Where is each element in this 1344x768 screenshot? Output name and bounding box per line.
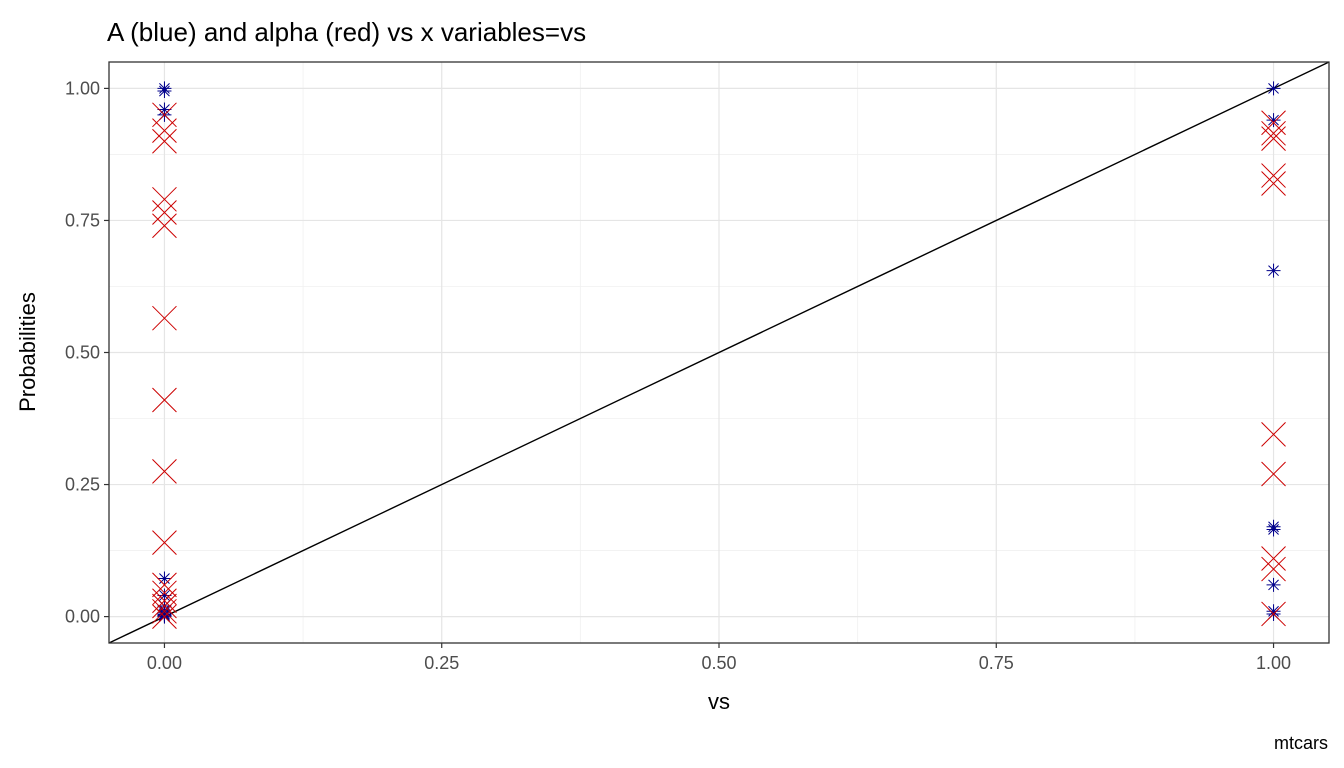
blue-asterisk-point: [157, 588, 172, 603]
red-cross-point: [152, 387, 177, 413]
blue-asterisk-point: [1266, 263, 1281, 278]
red-cross-point: [152, 200, 177, 225]
x-axis-title: vs: [708, 689, 730, 714]
red-cross-point: [152, 593, 177, 619]
red-cross-point: [152, 118, 177, 144]
red-cross-point: [1261, 171, 1286, 196]
red-cross-point: [1261, 163, 1286, 188]
chart-title: A (blue) and alpha (red) vs x variables=…: [107, 17, 586, 47]
y-tick-label: 0.00: [65, 607, 100, 627]
x-tick-label: 0.25: [424, 653, 459, 673]
red-cross-point: [152, 598, 177, 624]
red-cross-point: [152, 128, 177, 154]
blue-asterisk-point: [1266, 522, 1281, 537]
chart-caption: mtcars: [1274, 733, 1328, 753]
blue-asterisk-point: [1266, 113, 1281, 128]
red-cross-point: [152, 213, 177, 239]
blue-asterisk-point: [1266, 577, 1281, 592]
red-cross-point: [1261, 546, 1286, 571]
x-axis: 0.00 0.25 0.50 0.75 1.00: [147, 643, 1291, 673]
red-cross-point: [152, 305, 177, 331]
data-points: [152, 81, 1286, 629]
blue-asterisk-point: [157, 84, 172, 99]
red-cross-point: [152, 186, 177, 212]
x-tick-label: 1.00: [1256, 653, 1291, 673]
red-cross-point: [1261, 126, 1286, 151]
reference-line: [108, 61, 1330, 644]
x-tick-label: 0.75: [979, 653, 1014, 673]
y-axis-title: Probabilities: [15, 292, 40, 412]
red-cross-point: [152, 458, 177, 484]
red-cross-point: [152, 530, 177, 555]
x-tick-label: 0.00: [147, 653, 182, 673]
x-tick-label: 0.50: [701, 653, 736, 673]
y-tick-label: 1.00: [65, 78, 100, 98]
red-cross-point: [1261, 556, 1286, 582]
red-cross-point: [152, 580, 177, 606]
y-tick-label: 0.50: [65, 343, 100, 363]
red-cross-point: [152, 604, 177, 629]
red-cross-point: [1261, 601, 1286, 627]
plot-area: [108, 61, 1330, 644]
y-tick-label: 0.75: [65, 210, 100, 230]
blue-asterisk-point: [157, 571, 172, 586]
y-tick-label: 0.25: [65, 475, 100, 495]
red-cross-point: [1261, 120, 1286, 146]
red-cross-point: [1261, 461, 1286, 487]
y-axis: 0.00 0.25 0.50 0.75 1.00: [65, 78, 109, 627]
blue-asterisk-point: [1266, 81, 1281, 96]
red-cross-point: [1261, 422, 1286, 447]
reference-line-group: [108, 61, 1330, 644]
